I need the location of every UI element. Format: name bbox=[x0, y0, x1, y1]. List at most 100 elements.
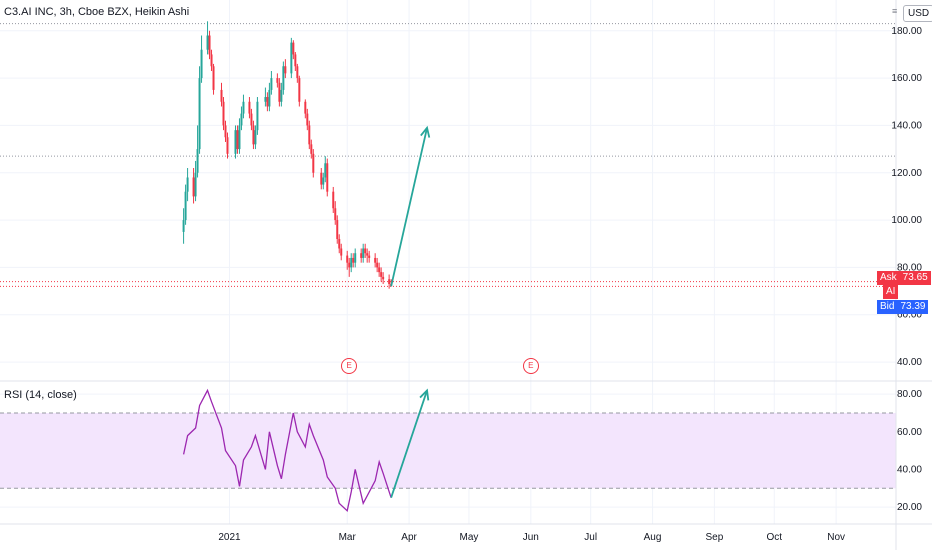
candle-body bbox=[212, 66, 215, 90]
candle-body bbox=[308, 125, 311, 145]
rsi-band bbox=[0, 412, 896, 489]
candle-body bbox=[320, 172, 323, 185]
candle-body bbox=[310, 144, 313, 154]
candle-body bbox=[306, 113, 309, 126]
candle-body bbox=[346, 255, 349, 263]
candle-body bbox=[284, 66, 287, 74]
candle-body bbox=[268, 89, 271, 107]
horizontal-levels bbox=[0, 23, 896, 287]
price-axis[interactable]: 40.00 60.00 80.00 100.00 120.00 140.00 160.00 1… bbox=[891, 26, 922, 368]
rsi-tick-label: 40.00 bbox=[897, 464, 922, 475]
candle-body bbox=[250, 113, 253, 126]
time-tick-label: Sep bbox=[706, 532, 724, 543]
candle-body bbox=[352, 257, 355, 263]
price-tick-label: 40.00 bbox=[897, 357, 922, 368]
candle-body bbox=[340, 248, 343, 256]
price-tick-label: 160.00 bbox=[891, 73, 922, 84]
candle-body bbox=[292, 42, 295, 55]
candle-body bbox=[296, 66, 299, 79]
candle-body bbox=[282, 66, 285, 90]
projection-arrow bbox=[390, 390, 428, 498]
candle-body bbox=[382, 276, 385, 280]
candle-body bbox=[222, 101, 225, 126]
candle-body bbox=[338, 239, 341, 249]
time-tick-label: Jun bbox=[523, 532, 539, 543]
ask-label: Ask bbox=[877, 271, 900, 285]
candle-body bbox=[248, 101, 251, 114]
candle-body bbox=[312, 153, 315, 173]
chart-title: C3.AI INC, 3h, Cboe BZX, Heikin Ashi bbox=[4, 6, 190, 18]
price-tick-label: 100.00 bbox=[891, 215, 922, 226]
candle-body bbox=[196, 149, 199, 173]
currency-button[interactable]: USD bbox=[903, 5, 932, 22]
candle-body bbox=[224, 125, 227, 138]
candle-body bbox=[182, 220, 185, 232]
candle-body bbox=[290, 42, 293, 74]
time-tick-label: May bbox=[460, 532, 479, 543]
rsi-band-lines bbox=[0, 412, 896, 489]
candle-body bbox=[388, 279, 391, 284]
rsi-tick-label: 60.00 bbox=[897, 427, 922, 438]
candle-body bbox=[208, 35, 211, 55]
candle-body bbox=[254, 130, 257, 145]
candle-body bbox=[206, 35, 209, 50]
time-tick-label: Aug bbox=[644, 532, 662, 543]
candle-body bbox=[304, 101, 307, 114]
candle-body bbox=[220, 89, 223, 102]
candle-body bbox=[238, 125, 241, 150]
earnings-badge[interactable]: E bbox=[341, 358, 358, 374]
candle-body bbox=[198, 78, 201, 150]
price-tick-label: 80.00 bbox=[897, 262, 922, 273]
bid-label: Bid bbox=[877, 300, 898, 314]
projection-arrow-head bbox=[420, 125, 431, 138]
rsi-axis[interactable]: 20.00 40.00 60.00 80.00 bbox=[897, 389, 922, 513]
candle-body bbox=[240, 113, 243, 126]
candle-body bbox=[264, 97, 267, 102]
price-tick-label: 140.00 bbox=[891, 120, 922, 131]
candle-body bbox=[378, 267, 381, 273]
ask-price-tag: Ask 73.65 bbox=[877, 271, 931, 285]
candle-body bbox=[256, 101, 259, 131]
projection-arrows[interactable] bbox=[390, 125, 431, 498]
candle-body bbox=[322, 177, 325, 185]
candle-body bbox=[376, 262, 379, 268]
time-tick-label: Nov bbox=[827, 532, 845, 543]
candle-body bbox=[252, 125, 255, 145]
scale-menu-icon[interactable]: ≡ bbox=[892, 6, 898, 16]
candle-body bbox=[334, 208, 337, 221]
candle-body bbox=[242, 101, 245, 114]
time-tick-label: 2021 bbox=[218, 532, 241, 543]
candle-body bbox=[226, 137, 229, 154]
candle-body bbox=[354, 253, 357, 263]
rsi-tick-label: 80.00 bbox=[897, 389, 922, 400]
bid-value: 73.39 bbox=[897, 300, 929, 314]
candle-body bbox=[278, 82, 281, 102]
candle-body bbox=[298, 78, 301, 102]
ask-value: 73.65 bbox=[899, 271, 931, 285]
candle-body bbox=[368, 255, 371, 258]
candle-body bbox=[360, 253, 363, 258]
price-tick-label: 60.00 bbox=[897, 310, 922, 321]
candle-body bbox=[270, 78, 273, 90]
candle-body bbox=[184, 191, 187, 221]
candle-body bbox=[332, 191, 335, 209]
earnings-badge[interactable]: E bbox=[522, 358, 539, 374]
symbol-price-tag: AI bbox=[883, 285, 899, 299]
price-tick-label: 120.00 bbox=[891, 168, 922, 179]
candle-body bbox=[266, 97, 269, 107]
time-tick-label: Apr bbox=[401, 532, 417, 543]
time-axis[interactable]: 2021 Mar Apr May Jun Jul Aug Sep Oct Nov bbox=[218, 532, 845, 543]
candle-body bbox=[294, 54, 297, 67]
time-tick-label: Oct bbox=[766, 532, 782, 543]
symbol-label: AI bbox=[883, 285, 899, 299]
candle-body bbox=[194, 172, 197, 197]
candlestick-series bbox=[182, 21, 393, 289]
candle-body bbox=[210, 54, 213, 67]
time-tick-label: Jul bbox=[584, 532, 597, 543]
candle-body bbox=[348, 262, 351, 268]
candle-body bbox=[350, 257, 353, 268]
time-tick-label: Mar bbox=[339, 532, 357, 543]
projection-arrow bbox=[390, 127, 428, 287]
candle-body bbox=[364, 248, 367, 254]
